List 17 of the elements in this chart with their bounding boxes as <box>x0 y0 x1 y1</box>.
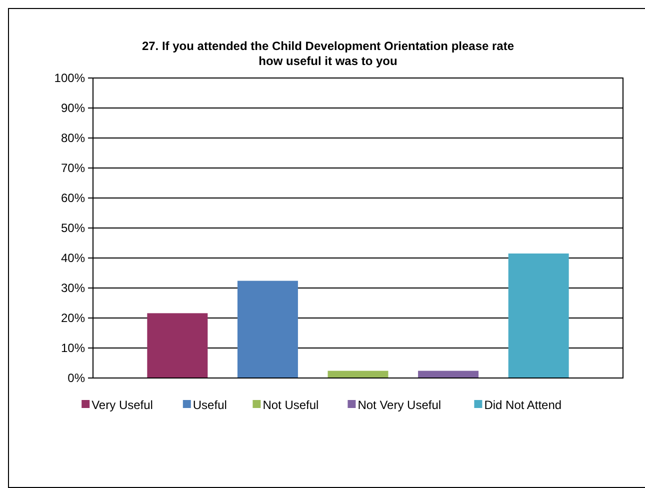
y-tick-label: 0% <box>68 371 86 386</box>
legend-label: Did Not Attend <box>484 398 562 412</box>
y-tick-label: 10% <box>60 341 86 356</box>
legend-label: Very Useful <box>92 398 153 412</box>
y-tick-label: 80% <box>60 131 86 146</box>
y-tick-label: 100% <box>54 71 86 86</box>
legend-label: Useful <box>192 398 227 412</box>
y-tick-label: 30% <box>60 281 86 296</box>
chart-title: 27. If you attended the Child Development Orientation please rate how useful it was to you <box>142 39 514 68</box>
y-tick-label: 70% <box>60 161 86 176</box>
y-tick-label: 90% <box>60 101 86 116</box>
legend-label: Not Useful <box>262 398 319 412</box>
legend-label: Not Very Useful <box>358 398 442 412</box>
y-tick-label: 60% <box>60 191 86 206</box>
y-tick-label: 20% <box>60 311 86 326</box>
y-tick-label: 40% <box>60 251 86 266</box>
y-tick-label: 50% <box>60 221 86 236</box>
